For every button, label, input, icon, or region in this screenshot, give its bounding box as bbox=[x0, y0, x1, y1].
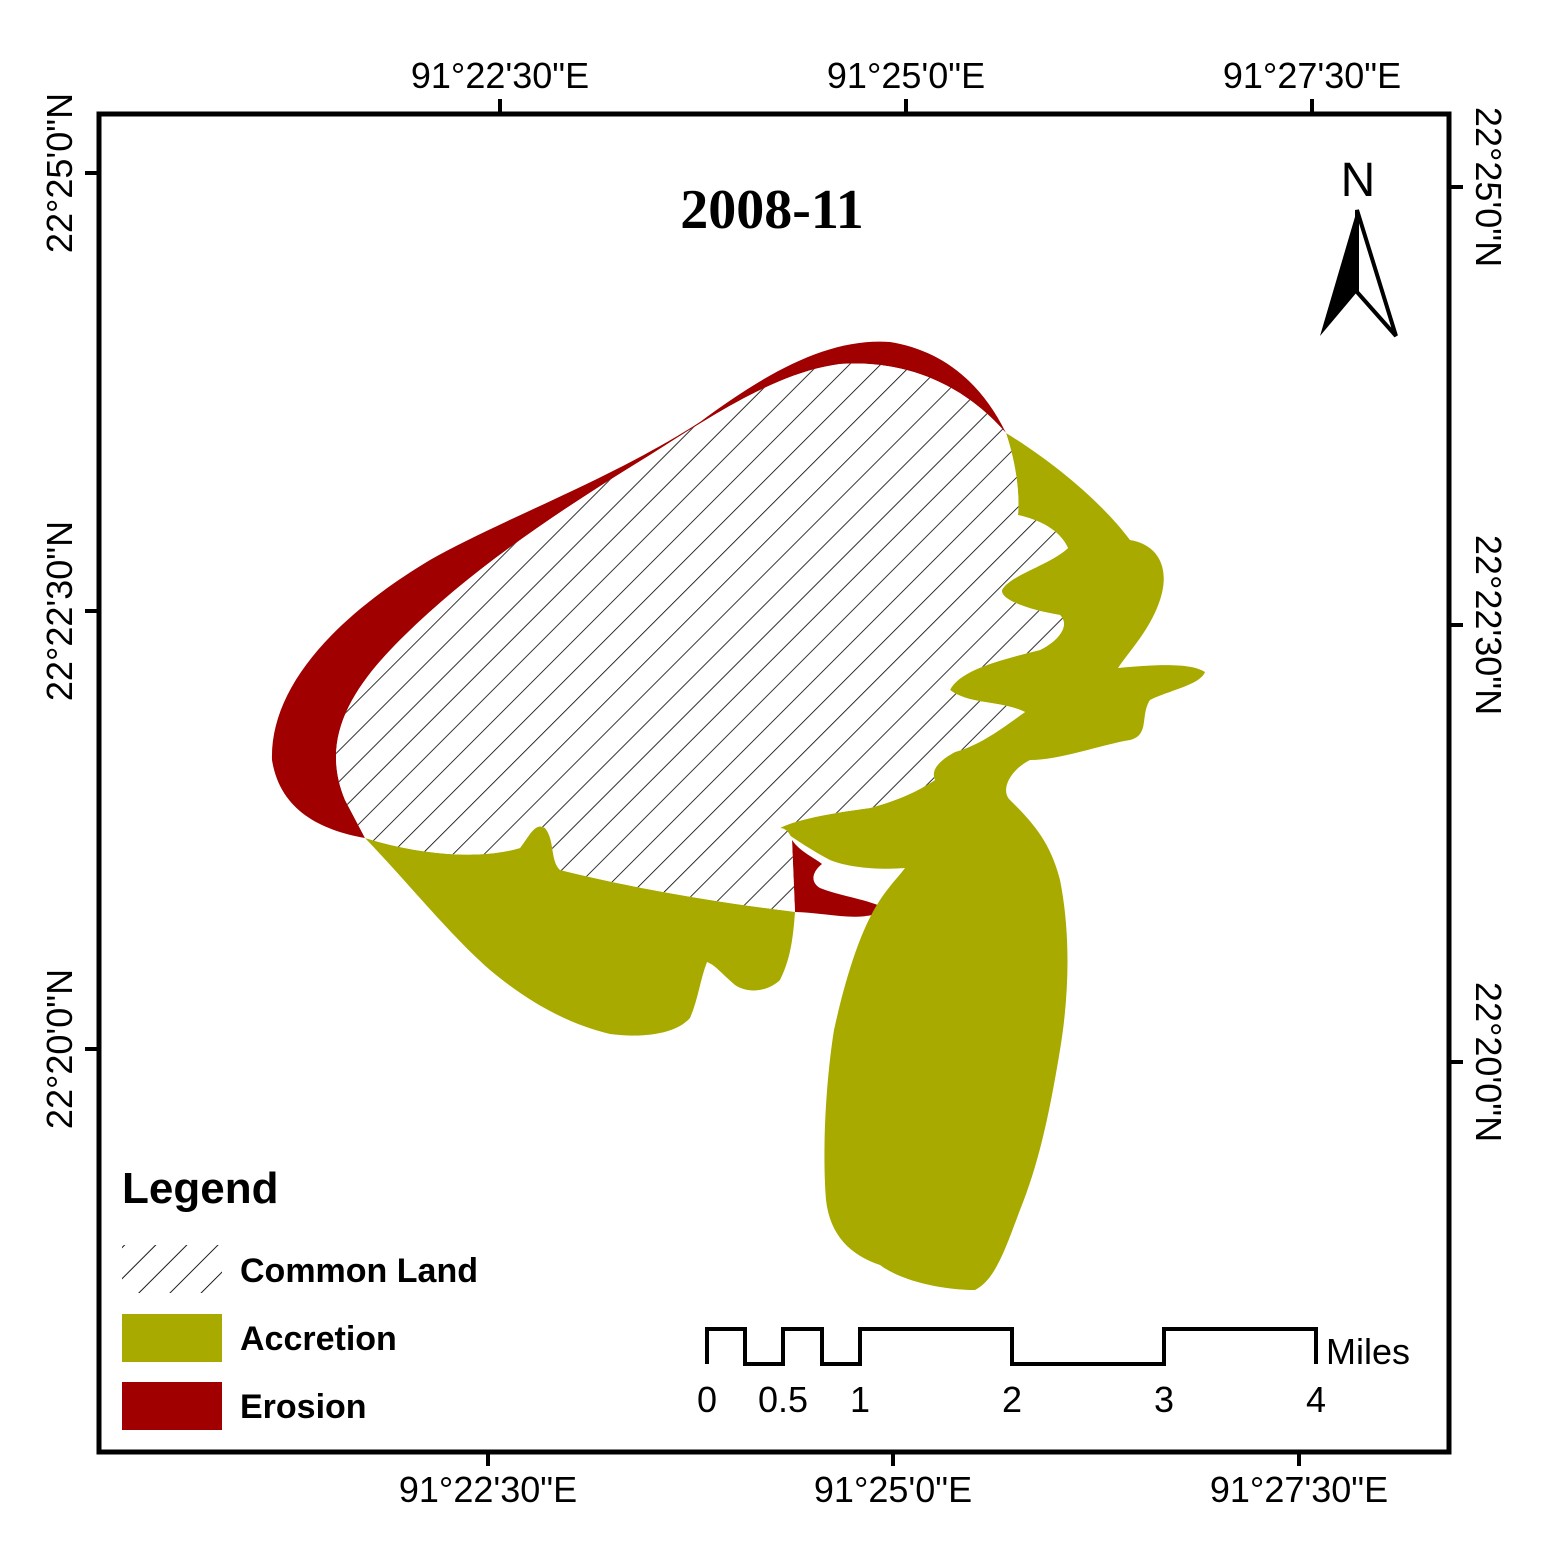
right-coord-label: 22°22'30"N bbox=[1468, 535, 1509, 715]
north-label: N bbox=[1341, 154, 1376, 207]
right-coord-label: 22°25'0"N bbox=[1468, 107, 1509, 267]
legend-label-accretion: Accretion bbox=[240, 1320, 397, 1358]
left-coord-label: 22°22'30"N bbox=[39, 521, 80, 701]
legend-label-common-land: Common Land bbox=[240, 1252, 478, 1290]
scale-label: 0 bbox=[697, 1379, 717, 1420]
top-coord-label: 91°27'30"E bbox=[1223, 55, 1401, 96]
accretion-area bbox=[780, 433, 1205, 1290]
scale-unit-label: Miles bbox=[1326, 1331, 1410, 1372]
legend: Legend Common Land Accretion Erosion bbox=[122, 1164, 478, 1430]
legend-swatch-erosion bbox=[122, 1382, 222, 1430]
top-coord-label: 91°22'30"E bbox=[411, 55, 589, 96]
map-title: 2008-11 bbox=[680, 179, 864, 241]
top-coord-label: 91°25'0"E bbox=[827, 55, 985, 96]
bottom-coord-label: 91°27'30"E bbox=[1210, 1469, 1388, 1510]
erosion-area bbox=[271, 341, 1006, 838]
legend-label-erosion: Erosion bbox=[240, 1388, 367, 1426]
scale-bar bbox=[705, 1327, 1318, 1366]
scale-label: 3 bbox=[1154, 1379, 1174, 1420]
legend-swatch-accretion bbox=[122, 1314, 222, 1362]
graticule-ticks bbox=[85, 99, 1463, 1466]
accretion-area bbox=[365, 826, 795, 1036]
north-arrow-icon: N bbox=[1320, 154, 1398, 338]
erosion-area bbox=[792, 840, 884, 917]
bottom-coord-label: 91°22'30"E bbox=[399, 1469, 577, 1510]
left-coord-label: 22°25'0"N bbox=[39, 93, 80, 253]
scale-label: 4 bbox=[1306, 1379, 1326, 1420]
scale-label: 0.5 bbox=[758, 1379, 808, 1420]
right-coord-label: 22°20'0"N bbox=[1468, 982, 1509, 1142]
bottom-coord-label: 91°25'0"E bbox=[814, 1469, 972, 1510]
left-coord-label: 22°20'0"N bbox=[39, 969, 80, 1129]
scale-label: 2 bbox=[1002, 1379, 1022, 1420]
common-land-area bbox=[336, 363, 1068, 912]
legend-title: Legend bbox=[122, 1164, 278, 1213]
scale-label: 1 bbox=[850, 1379, 870, 1420]
legend-swatch-common-land bbox=[122, 1245, 222, 1293]
map-frame bbox=[96, 111, 1452, 1455]
